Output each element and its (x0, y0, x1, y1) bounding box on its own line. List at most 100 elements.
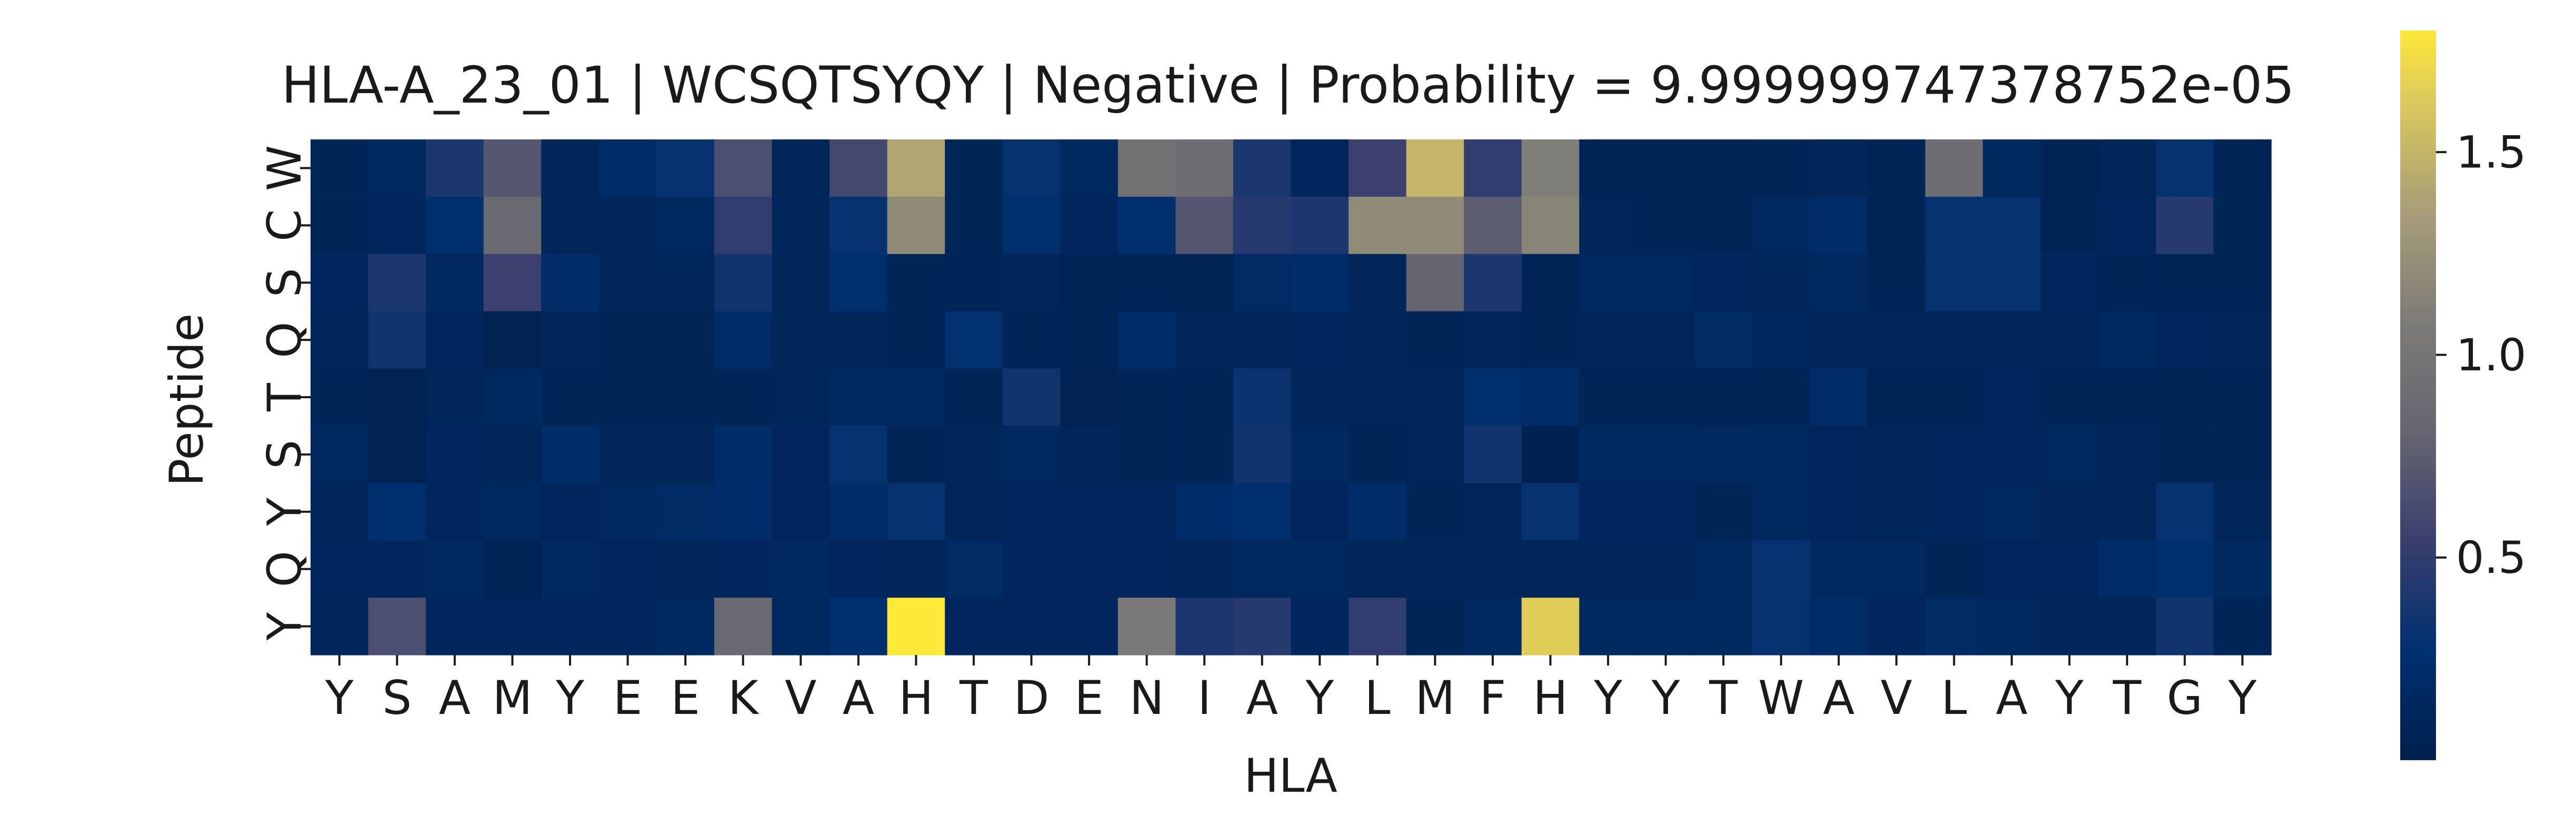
heatmap-cell (772, 426, 830, 483)
x-tick-label: T (959, 671, 989, 725)
heatmap-cell (772, 540, 830, 598)
heatmap-cell (1636, 311, 1695, 369)
heatmap-cell (1117, 426, 1176, 483)
x-tick-label: H (898, 671, 933, 725)
heatmap-cell (426, 254, 484, 312)
x-tick-label: N (1130, 671, 1164, 725)
heatmap-cell (1810, 483, 1868, 541)
x-tick-label: D (1014, 671, 1050, 725)
x-axis-label: HLA (1244, 749, 1337, 803)
heatmap-cell (598, 483, 657, 541)
heatmap-cell (1983, 196, 2041, 255)
heatmap-cell (426, 311, 484, 369)
x-tick-label: Y (325, 671, 354, 725)
heatmap-cell (598, 254, 657, 312)
heatmap-cell (541, 540, 600, 598)
heatmap-cell (483, 598, 542, 656)
heatmap-cell (1579, 368, 1638, 427)
heatmap-cell (1291, 196, 1349, 255)
heatmap-cell (2098, 139, 2156, 197)
heatmap-cell (1406, 598, 1464, 656)
heatmap-cell (1291, 368, 1349, 427)
heatmap-cell (598, 598, 657, 656)
heatmap-cell (483, 540, 542, 598)
heatmap-cell (598, 311, 657, 369)
y-tick-label: T (257, 382, 312, 412)
heatmap-cell (1464, 598, 1522, 656)
heatmap-cell (1464, 196, 1522, 255)
heatmap-cell (368, 598, 426, 656)
heatmap-cell (1233, 540, 1292, 598)
heatmap-cell (426, 540, 484, 598)
heatmap-cell (1983, 139, 2041, 197)
heatmap-cell (1579, 598, 1638, 656)
heatmap-cell (656, 368, 715, 427)
heatmap-cell (772, 311, 830, 369)
heatmap-cell (1175, 483, 1234, 541)
x-tick-label: T (1709, 671, 1738, 725)
heatmap-cell (1464, 311, 1522, 369)
y-tick-label: S (257, 268, 312, 297)
heatmap-cell (2155, 483, 2214, 541)
heatmap-cell (311, 598, 369, 656)
x-tick-label: A (439, 671, 471, 725)
heatmap-cell (1002, 598, 1061, 656)
heatmap-cell (1349, 139, 1407, 197)
heatmap-cell (714, 368, 773, 427)
heatmap-cell (1925, 368, 1983, 427)
heatmap-cell (368, 483, 426, 541)
heatmap-cell (1694, 540, 1753, 598)
heatmap-cell (1233, 254, 1292, 312)
heatmap-cell (2155, 254, 2214, 312)
x-tick-label: H (1533, 671, 1567, 725)
heatmap-cell (1579, 311, 1638, 369)
colorbar-tick-label: 1.5 (2456, 127, 2527, 178)
heatmap-cell (368, 254, 426, 312)
heatmap-cell (945, 426, 1003, 483)
heatmap-cell (1868, 426, 1926, 483)
heatmap-cell (1349, 483, 1407, 541)
heatmap-cell (368, 540, 426, 598)
heatmap-cell (598, 368, 657, 427)
heatmap-cell (368, 311, 426, 369)
heatmap-cell (1060, 540, 1119, 598)
heatmap-cell (1868, 598, 1926, 656)
heatmap-cell (1579, 196, 1638, 255)
heatmap-cell (1175, 139, 1234, 197)
heatmap-cell (1002, 426, 1061, 483)
heatmap-cell (1694, 139, 1753, 197)
heatmap-cell (1406, 483, 1464, 541)
heatmap-cell (1752, 196, 1811, 255)
heatmap-cell (311, 368, 369, 427)
heatmap-cell (714, 426, 773, 483)
heatmap-cell (1810, 540, 1868, 598)
heatmap-cell (1060, 426, 1119, 483)
heatmap-cell (1117, 196, 1176, 255)
heatmap-cell (656, 139, 715, 197)
heatmap-cell (1406, 368, 1464, 427)
heatmap-cell (1636, 483, 1695, 541)
heatmap-cell (1925, 426, 1983, 483)
colorbar (2400, 31, 2436, 760)
heatmap-cell (1117, 483, 1176, 541)
heatmap-cell (772, 139, 830, 197)
x-tick-label: A (1996, 671, 2028, 725)
heatmap-cell (830, 540, 888, 598)
x-tick-label: T (2112, 671, 2142, 725)
heatmap-cell (2213, 598, 2272, 656)
heatmap-cell (426, 483, 484, 541)
heatmap-cell (1002, 311, 1061, 369)
heatmap-cell (1636, 139, 1695, 197)
heatmap-cell (368, 139, 426, 197)
heatmap-cell (945, 139, 1003, 197)
heatmap-cell (656, 311, 715, 369)
heatmap-cell (1868, 540, 1926, 598)
colorbar-tick-label: 1.0 (2456, 329, 2527, 381)
heatmap-cell (2098, 483, 2156, 541)
heatmap-cell (830, 139, 888, 197)
heatmap-cell (541, 426, 600, 483)
heatmap-cell (1117, 254, 1176, 312)
heatmap-cell (1233, 139, 1292, 197)
heatmap-cell (1868, 483, 1926, 541)
heatmap-cell (1694, 196, 1753, 255)
